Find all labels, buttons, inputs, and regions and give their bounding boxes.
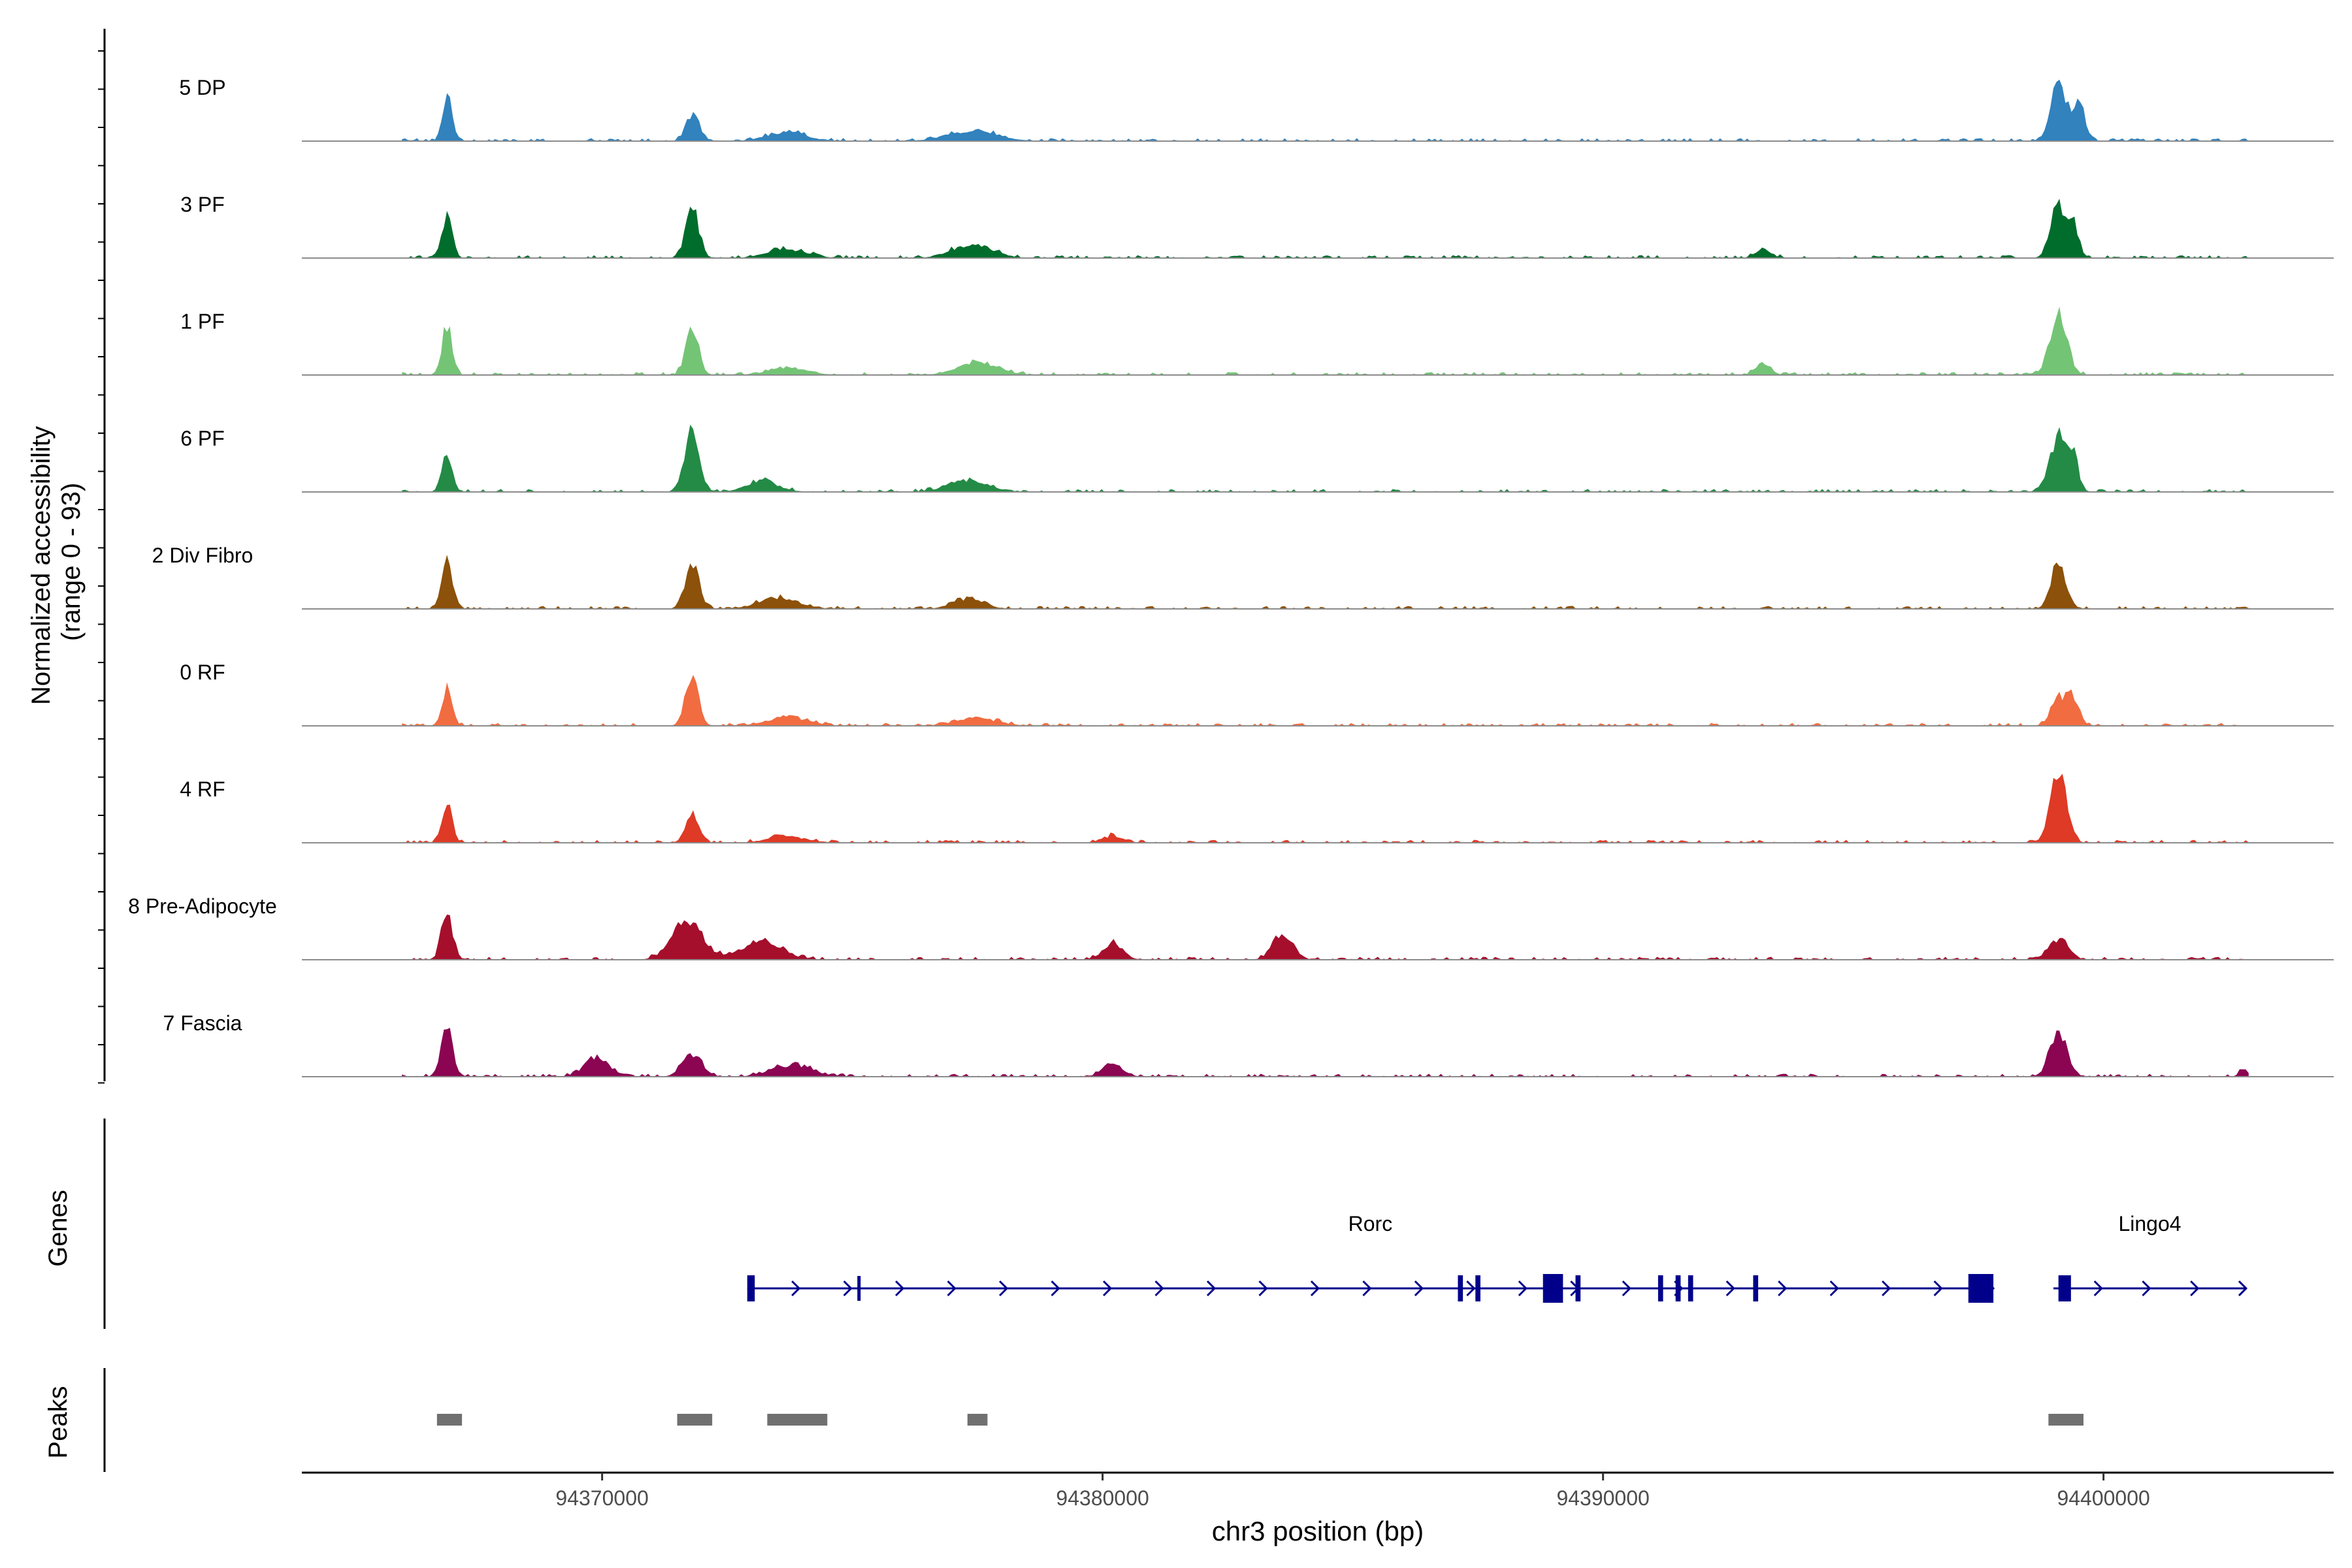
track-labels: 5 DP 3 PF 1 PF 6 PF 2 Div Fibro 0 RF 4 RF 8 Pre… (128, 76, 277, 1035)
x-axis: 94370000 94380000 94390000 94400000 (302, 1471, 2334, 1510)
strand-arrow-icon (1829, 1280, 1839, 1297)
coverage-area-0 (402, 79, 2249, 141)
peak-region (967, 1414, 988, 1426)
strand-arrow-icon (1258, 1280, 1268, 1297)
peak-region (767, 1414, 828, 1426)
coverage-area-1 (402, 199, 2249, 258)
x-tick-label: 94370000 (555, 1486, 648, 1510)
exon-block (857, 1276, 861, 1301)
exon-block (1753, 1275, 1759, 1301)
exon-block (747, 1275, 755, 1301)
strand-arrow-icon (1725, 1280, 1735, 1297)
strand-arrow-icon (1882, 1280, 1891, 1297)
strand-arrow-icon (1414, 1280, 1424, 1297)
strand-arrow-icon (1206, 1280, 1217, 1297)
coverage-area-7 (402, 914, 2249, 960)
exon-block (1658, 1275, 1663, 1301)
gene-annotation-track: Rorc Lingo4 (747, 1212, 2248, 1303)
gene-label-0: Rorc (1348, 1212, 1393, 1235)
track-label-4: 2 Div Fibro (152, 544, 253, 567)
y-axis-title-line2: (range 0 - 93) (57, 483, 86, 641)
exon-block (1458, 1275, 1463, 1301)
strand-arrow-icon (1310, 1280, 1320, 1297)
strand-arrow-icon (2093, 1280, 2103, 1297)
strand-arrow-icon (1154, 1280, 1164, 1297)
peak-region (436, 1414, 463, 1426)
left-axes (98, 29, 106, 1472)
x-tick-label: 94390000 (1556, 1486, 1649, 1510)
exon-block (1543, 1274, 1563, 1303)
strand-arrow-icon (843, 1280, 853, 1297)
track-label-0: 5 DP (179, 76, 225, 99)
x-tick-label: 94400000 (2057, 1486, 2149, 1510)
y-axis-title-line1: Normalized accessibility (27, 426, 56, 705)
strand-arrow-icon (1466, 1280, 1476, 1297)
exon-block (1968, 1274, 1994, 1303)
strand-arrow-icon (1622, 1280, 1631, 1297)
genes-track-label: Genes (44, 1190, 73, 1267)
track-label-5: 0 RF (180, 661, 225, 684)
strand-arrow-icon (1778, 1280, 1788, 1297)
x-axis-title: chr3 position (bp) (1212, 1516, 1424, 1546)
coverage-area-4 (402, 555, 2249, 609)
exon-block (1688, 1275, 1693, 1301)
peaks-track-label: Peaks (44, 1386, 73, 1458)
peaks-track (436, 1414, 2083, 1426)
strand-arrow-icon (2238, 1280, 2248, 1297)
track-label-1: 3 PF (180, 193, 225, 216)
strand-arrow-icon (1362, 1280, 1372, 1297)
x-tick-label: 94380000 (1056, 1486, 1149, 1510)
peak-region (2048, 1414, 2083, 1426)
strand-arrow-icon (999, 1280, 1009, 1297)
coverage-area-5 (402, 675, 2249, 726)
coverage-tracks (302, 79, 2334, 1077)
exon-block (1575, 1275, 1581, 1301)
track-label-2: 1 PF (180, 310, 225, 333)
strand-arrow-icon (2190, 1280, 2200, 1297)
track-label-8: 7 Fascia (163, 1011, 242, 1035)
coverage-area-8 (402, 1028, 2249, 1077)
y-axis-title: Normalized accessibility (range 0 - 93) (27, 419, 86, 705)
track-label-7: 8 Pre-Adipocyte (128, 894, 277, 918)
track-label-6: 4 RF (180, 777, 225, 801)
exon-block (2058, 1275, 2071, 1301)
strand-arrow-icon (947, 1280, 956, 1297)
coverage-area-3 (402, 425, 2249, 492)
coverage-area-2 (402, 306, 2249, 375)
strand-arrow-icon (1518, 1280, 1527, 1297)
track-label-3: 6 PF (180, 427, 225, 450)
gene-label-1: Lingo4 (2118, 1212, 2181, 1235)
strand-arrow-icon (1933, 1280, 1943, 1297)
strand-arrow-icon (895, 1280, 905, 1297)
exon-block (1475, 1275, 1480, 1301)
strand-arrow-icon (1102, 1280, 1113, 1297)
exon-block (1675, 1275, 1681, 1301)
strand-arrow-icon (791, 1280, 801, 1297)
coverage-area-6 (402, 774, 2249, 843)
peak-region (677, 1414, 713, 1426)
strand-arrow-icon (2142, 1280, 2151, 1297)
strand-arrow-icon (1051, 1280, 1060, 1297)
